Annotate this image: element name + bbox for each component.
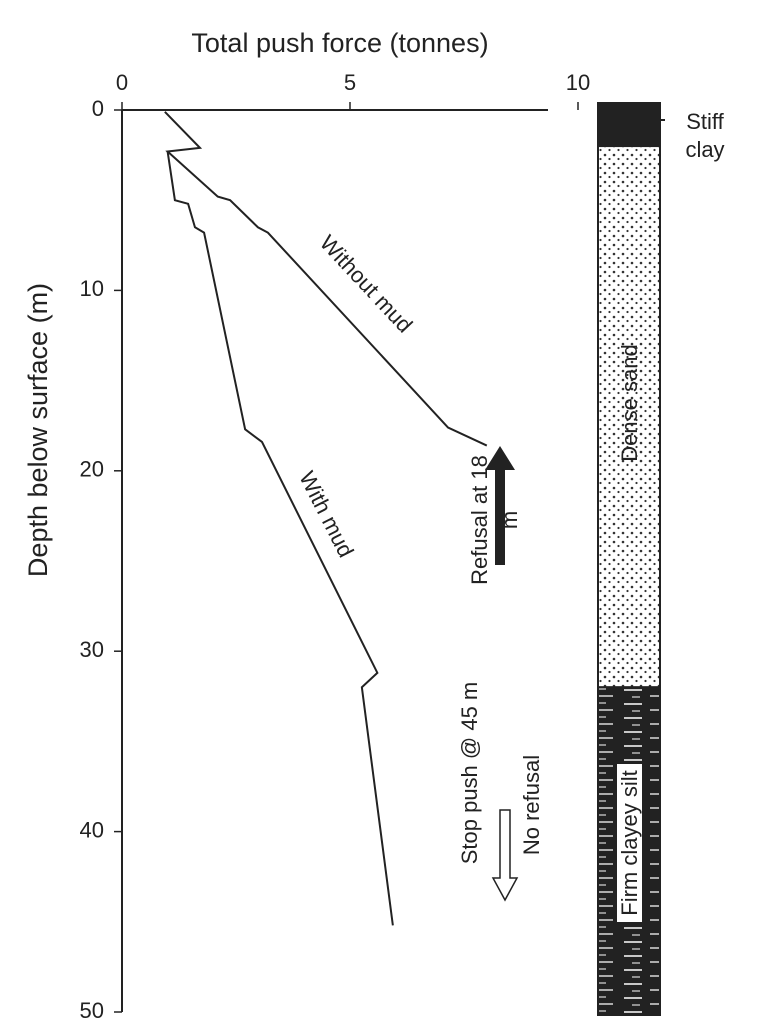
- y-tick-label: 0: [92, 96, 104, 121]
- soil-label: Dense sand: [617, 323, 643, 483]
- no-refusal-arrow: [493, 810, 517, 900]
- y-tick-label: 50: [80, 998, 104, 1023]
- y-tick-label: 40: [80, 817, 104, 842]
- annotation: Stop push @ 45 m: [457, 653, 483, 893]
- x-tick-label: 5: [344, 70, 356, 95]
- annotation: Refusal at 18 m: [465, 455, 525, 585]
- series-label: With mud: [294, 467, 358, 561]
- x-tick-label: 0: [116, 70, 128, 95]
- soil-label: Stiff clay: [675, 108, 735, 164]
- y-axis-title: Depth below surface (m): [23, 283, 53, 577]
- series-label: Without mud: [315, 230, 418, 337]
- y-tick-label: 30: [80, 637, 104, 662]
- soil-layer: [598, 103, 660, 146]
- y-tick-label: 10: [80, 276, 104, 301]
- page: Total push force (tonnes) Depth below su…: [0, 0, 773, 1026]
- x-axis-title: Total push force (tonnes): [191, 28, 488, 58]
- soil-label: Firm clayey silt: [617, 764, 642, 921]
- x-tick-label: 10: [566, 70, 590, 95]
- y-tick-label: 20: [80, 457, 104, 482]
- chart: Total push force (tonnes) Depth below su…: [0, 0, 773, 1026]
- annotation: No refusal: [519, 725, 545, 885]
